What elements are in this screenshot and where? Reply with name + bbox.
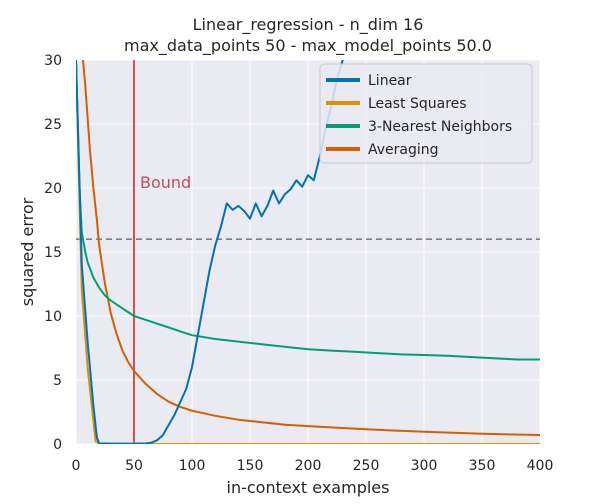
x-tick-label: 150 [237, 458, 264, 474]
y-tick-label: 30 [44, 53, 62, 69]
x-tick-label: 0 [72, 458, 81, 474]
x-axis-label: in-context examples [227, 478, 390, 497]
x-tick-label: 100 [179, 458, 206, 474]
legend-label-averaging: Averaging [368, 142, 439, 158]
y-tick-label: 15 [44, 245, 62, 261]
legend-box [319, 63, 533, 164]
y-tick-label: 0 [53, 437, 62, 453]
series-line-linear [76, 60, 344, 444]
x-tick-label: 200 [295, 458, 322, 474]
x-tick-label: 250 [353, 458, 380, 474]
bound-label: Bound [140, 173, 191, 192]
y-tick-label: 5 [53, 373, 62, 389]
x-tick-label: 300 [411, 458, 438, 474]
series-lines [76, 60, 540, 444]
y-tick-label: 20 [44, 181, 62, 197]
reference-lines [76, 60, 540, 444]
legend-label-linear: Linear [368, 73, 412, 89]
series-line-least-squares [76, 60, 540, 444]
legend-entries: Linear Least Squares 3-Nearest Neighbors Av… [326, 73, 512, 158]
x-tick-label: 400 [527, 458, 554, 474]
series-line-3-nearest-neighbors [76, 60, 540, 361]
x-tick-label: 350 [469, 458, 496, 474]
y-axis-label: squared error [18, 197, 37, 306]
legend-label-least-squares: Least Squares [368, 96, 467, 112]
y-tick-label: 25 [44, 117, 62, 133]
chart-title-line-2: max_data_points 50 - max_model_points 50… [124, 36, 492, 56]
tick-labels: 0 50 100 150 200 250 300 350 400 0 5 10 15 20 25 30 [44, 53, 553, 474]
y-tick-label: 10 [44, 309, 62, 325]
series-line-averaging [82, 60, 540, 436]
x-tick-label: 50 [125, 458, 143, 474]
legend-label-3-nearest-neighbors: 3-Nearest Neighbors [368, 119, 512, 135]
legend: Linear Least Squares 3-Nearest Neighbors Av… [319, 63, 533, 164]
chart-title-line-1: Linear_regression - n_dim 16 [193, 15, 424, 35]
